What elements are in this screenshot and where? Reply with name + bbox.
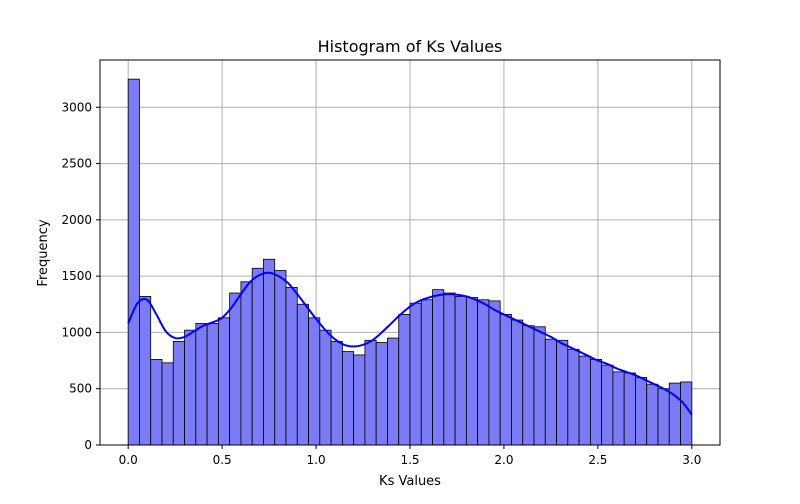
histogram-bar [499,314,512,446]
histogram-bar [150,359,163,446]
histogram-bar [589,359,603,446]
histogram-bar [341,351,355,446]
histogram-bar [612,371,625,446]
y-tick-label: 3000 [61,100,92,114]
histogram-bar [330,341,343,446]
histogram-bar [635,377,648,446]
kde-curve [127,271,693,416]
histogram-bar [217,317,231,446]
histogram-bar [657,388,670,446]
histogram-bar [522,325,535,446]
histogram-bar [139,296,152,446]
y-tick-label: 2500 [61,157,92,171]
histogram-bar [409,302,422,446]
x-tick-label: 1.5 [400,453,419,467]
x-axis-label: Ks Values [379,474,441,489]
histogram-bar [465,297,479,446]
histogram-bar [172,341,185,446]
chart-title: Histogram of Ks Values [318,37,503,56]
histogram-bars [127,78,693,446]
histogram-bar [296,303,309,446]
histogram-bar [195,323,208,446]
histogram-bar [308,317,321,446]
histogram-bar [375,342,388,446]
y-tick-label: 500 [69,382,92,396]
histogram-bar [274,270,287,446]
histogram-bar [161,362,174,446]
histogram-bar [533,326,546,446]
y-tick-label: 1500 [61,269,92,283]
histogram-bar [443,292,456,446]
y-tick-label: 2000 [61,213,92,227]
x-tick-label: 3.0 [682,453,701,467]
y-axis-ticks: 0 500 1000 1500 2000 2500 3000 [61,100,100,452]
histogram-bar [398,314,411,446]
histogram-bar [567,348,580,446]
histogram-bar [263,258,276,446]
x-tick-label: 2.5 [588,453,607,467]
histogram-bar [601,364,614,446]
histogram-bar [285,286,298,446]
histogram-bar [251,267,264,446]
x-tick-label: 0.0 [119,453,138,467]
histogram-bar [184,329,197,446]
histogram-bar [353,354,366,446]
histogram-bar [578,355,591,446]
y-tick-label: 1000 [61,325,92,339]
histogram-bar [511,319,524,446]
histogram-bar [387,337,400,446]
y-axis-label: Frequency [36,219,51,286]
histogram-bar [623,372,636,446]
histogram-bar [240,281,253,446]
histogram-bar [319,329,332,446]
histogram-bar [454,296,467,446]
histogram-bar [556,339,569,446]
histogram-bar [229,292,242,446]
x-tick-label: 1.0 [307,453,326,467]
histogram-bar [364,339,377,446]
histogram-bar [127,78,140,446]
histogram-bar [420,299,433,446]
kde-curve-group [127,271,693,416]
histogram-bar [646,383,659,446]
histogram-bar [432,289,445,446]
x-tick-label: 2.0 [494,453,513,467]
y-tick-label: 0 [84,438,92,452]
x-tick-label: 0.5 [213,453,232,467]
x-axis-ticks: 0.0 0.5 1.0 1.5 2.0 2.5 3.0 [119,445,701,467]
histogram-bar [488,300,501,446]
histogram-bar [206,323,219,446]
histogram-bar [477,299,490,446]
histogram-bar [544,338,557,446]
